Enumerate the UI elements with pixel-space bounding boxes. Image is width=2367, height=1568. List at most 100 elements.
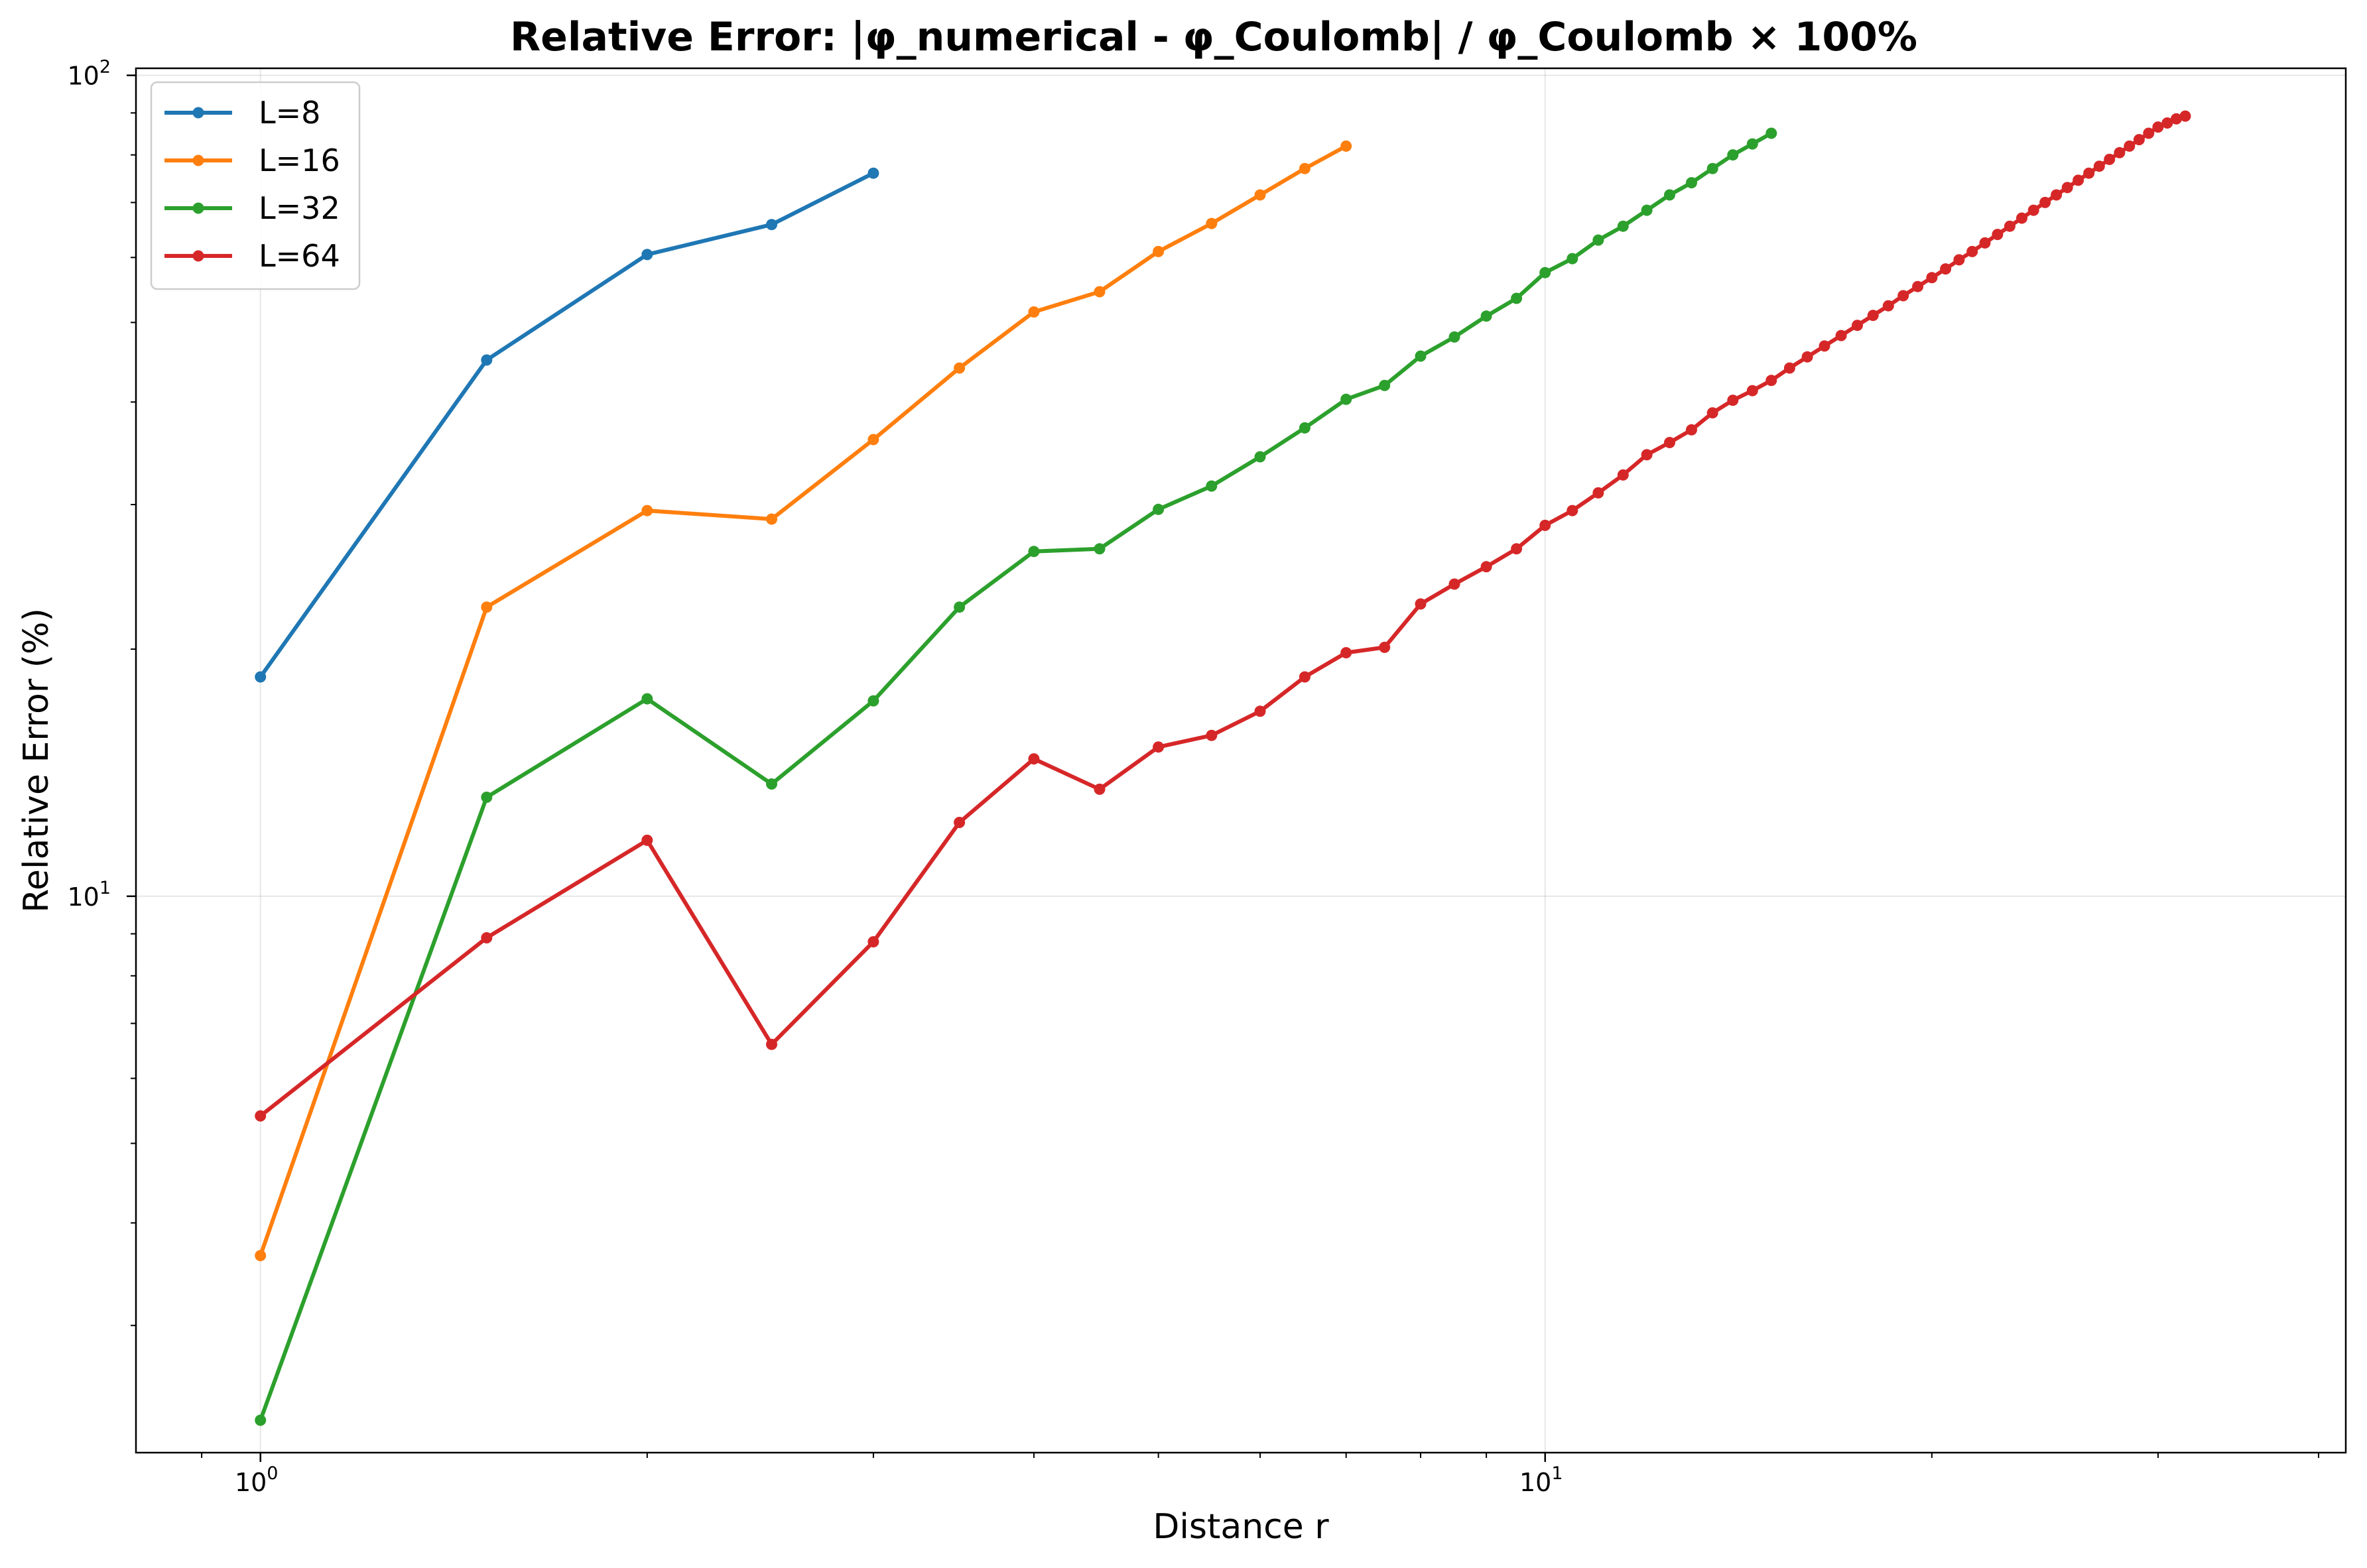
data-point-l64 xyxy=(1801,351,1813,363)
legend-label: L=64 xyxy=(259,238,340,274)
legend-marker xyxy=(192,154,204,166)
data-point-l16 xyxy=(1340,140,1352,152)
data-point-l32 xyxy=(481,792,493,803)
data-point-l32 xyxy=(255,1414,267,1426)
legend-label: L=8 xyxy=(259,95,320,131)
grid-layer xyxy=(136,68,2346,1453)
data-point-l16 xyxy=(867,434,879,446)
data-point-l64 xyxy=(2161,117,2173,129)
data-point-l32 xyxy=(1706,162,1718,174)
data-point-l64 xyxy=(1206,729,1218,741)
data-point-l64 xyxy=(2171,113,2182,125)
series-l8 xyxy=(255,167,879,683)
legend-item-l8: L=8 xyxy=(164,95,320,131)
legend-box xyxy=(150,81,361,290)
data-point-l64 xyxy=(1254,705,1266,717)
data-point-l64 xyxy=(1448,578,1460,590)
data-point-l64 xyxy=(2114,147,2126,158)
data-point-l32 xyxy=(1448,331,1460,343)
data-point-l64 xyxy=(1746,385,1758,396)
data-point-l32 xyxy=(1415,350,1427,362)
data-point-l64 xyxy=(1867,310,1879,322)
data-point-l64 xyxy=(1897,290,1909,302)
data-point-l32 xyxy=(1765,127,1777,139)
data-point-l16 xyxy=(255,1250,267,1262)
data-point-l32 xyxy=(1686,177,1697,189)
data-point-l32 xyxy=(1641,204,1653,216)
data-point-l64 xyxy=(1153,741,1165,753)
data-point-l64 xyxy=(1852,320,1863,332)
y-tick-exponent: 2 xyxy=(99,57,111,78)
data-point-l64 xyxy=(2143,127,2155,139)
data-point-l32 xyxy=(1746,138,1758,150)
plot-frame xyxy=(135,67,2347,1454)
data-point-l32 xyxy=(1617,220,1629,232)
data-point-l16 xyxy=(1254,189,1266,201)
legend: L=8 L=16 L=32 L=64 xyxy=(150,81,361,290)
legend-marker xyxy=(192,107,204,119)
data-point-l16 xyxy=(641,505,653,516)
data-point-l64 xyxy=(1835,330,1847,341)
chart-title: Relative Error: |φ_numerical - φ_Coulomb… xyxy=(510,14,1917,60)
data-point-l64 xyxy=(2152,121,2164,133)
data-point-l64 xyxy=(2004,220,2015,232)
data-point-l64 xyxy=(1028,753,1040,765)
data-point-l16 xyxy=(766,513,777,525)
data-point-l64 xyxy=(766,1038,777,1050)
data-point-l64 xyxy=(255,1110,267,1122)
y-axis-label: Relative Error (%) xyxy=(17,608,56,913)
data-point-l64 xyxy=(481,932,493,943)
data-point-l64 xyxy=(1882,300,1894,312)
data-point-l32 xyxy=(1592,234,1604,246)
y-tick-exponent: 1 xyxy=(99,878,111,898)
data-point-l64 xyxy=(2104,153,2116,165)
x-tick-label: 100 xyxy=(235,1463,279,1497)
data-point-l64 xyxy=(2179,110,2191,122)
x-tick-exponent: 0 xyxy=(267,1463,278,1484)
data-point-l32 xyxy=(1340,393,1352,405)
x-tick-base: 10 xyxy=(1519,1468,1551,1497)
data-point-l64 xyxy=(1664,437,1675,448)
data-point-l32 xyxy=(1539,267,1551,278)
data-point-l32 xyxy=(1664,189,1675,201)
data-point-l64 xyxy=(2124,140,2136,152)
legend-marker xyxy=(192,250,204,262)
data-point-l64 xyxy=(1912,280,1924,292)
data-point-l64 xyxy=(1379,641,1391,653)
legend-item-l64: L=64 xyxy=(164,238,340,274)
data-point-l32 xyxy=(1511,292,1523,304)
data-point-l64 xyxy=(2051,189,2063,201)
data-point-l16 xyxy=(481,601,493,613)
data-point-l64 xyxy=(2093,160,2105,172)
data-point-l64 xyxy=(641,834,653,846)
series-l16 xyxy=(255,140,1352,1262)
data-point-l64 xyxy=(1940,263,1952,275)
legend-marker xyxy=(192,202,204,214)
series-l32 xyxy=(255,127,1777,1426)
data-point-l64 xyxy=(954,817,966,828)
y-tick-base: 10 xyxy=(67,62,99,91)
x-tick-label: 101 xyxy=(1519,1463,1563,1497)
data-point-l64 xyxy=(2083,167,2095,179)
data-point-l32 xyxy=(1480,310,1492,322)
data-point-l32 xyxy=(1567,253,1578,265)
data-point-l64 xyxy=(1819,340,1830,352)
y-tick-label: 101 xyxy=(67,878,111,912)
data-point-l64 xyxy=(1415,598,1427,610)
data-point-l16 xyxy=(1299,162,1311,174)
x-tick-base: 10 xyxy=(235,1468,267,1497)
data-point-l64 xyxy=(1926,272,1938,284)
data-point-l64 xyxy=(1511,543,1523,555)
data-point-l16 xyxy=(1206,217,1218,229)
data-point-l64 xyxy=(1567,505,1578,516)
data-point-l64 xyxy=(2133,134,2145,146)
data-point-l8 xyxy=(641,249,653,261)
data-point-l64 xyxy=(1979,237,1991,249)
data-point-l64 xyxy=(2061,182,2073,194)
data-point-l64 xyxy=(1706,407,1718,419)
data-point-l64 xyxy=(867,936,879,947)
data-point-l8 xyxy=(255,671,267,683)
data-point-l16 xyxy=(1094,286,1106,298)
legend-item-l16: L=16 xyxy=(164,143,340,178)
